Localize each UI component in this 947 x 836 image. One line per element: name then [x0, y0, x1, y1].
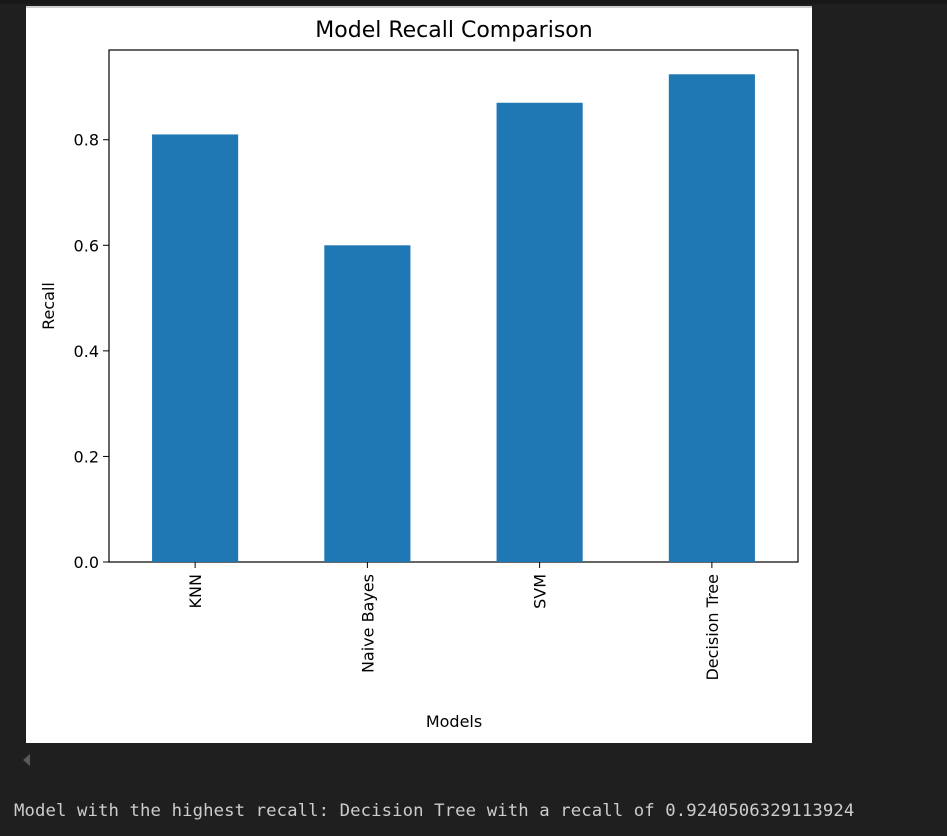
bar-knn [152, 134, 239, 562]
bar-decision-tree [668, 74, 755, 563]
scroll-left-icon[interactable] [23, 754, 30, 766]
y-tick-label: 0.0 [74, 553, 99, 572]
x-tick-label: SVM [531, 574, 550, 609]
y-tick-label: 0.2 [74, 447, 99, 466]
x-tick-label: KNN [186, 574, 205, 608]
output-result-line: Model with the highest recall: Decision … [14, 801, 855, 821]
y-axis-label: Recall [39, 282, 58, 330]
chart-figure: Model Recall Comparison 0.0 0.2 0.4 0.6 0.8 … [26, 6, 812, 743]
x-tick-label: Decision Tree [703, 574, 722, 681]
bar-chart: Model Recall Comparison 0.00.20.40.60.8 … [39, 18, 799, 731]
y-tick-label: 0.8 [74, 131, 99, 150]
bar-naive-bayes [324, 245, 411, 563]
y-tick-label: 0.4 [74, 342, 99, 361]
x-axis-label: Models [426, 712, 482, 731]
x-tick-label: Naive Bayes [358, 574, 377, 673]
bar-svm [496, 102, 583, 562]
chart-title: Model Recall Comparison [315, 18, 592, 43]
cell-top-border [0, 0, 947, 4]
y-tick-label: 0.6 [74, 236, 99, 255]
plot-frame [108, 49, 799, 563]
